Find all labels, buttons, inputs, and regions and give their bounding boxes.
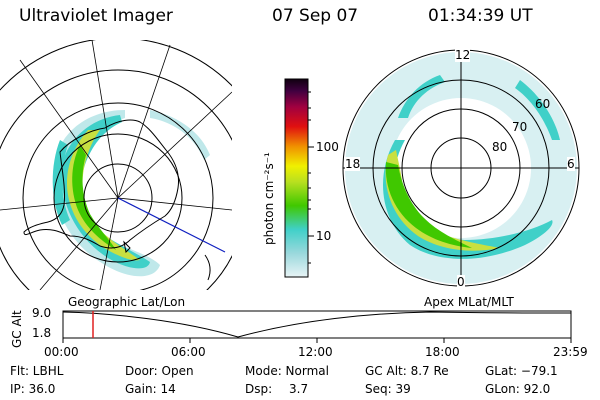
coastline [23, 119, 179, 249]
mlt-label-0: 0 [457, 275, 465, 289]
mlat-label-60: 60 [535, 97, 551, 111]
timeline-xtick-2359: 23:59 [553, 345, 588, 359]
altitude-curve [62, 311, 572, 338]
mlt-label-12: 12 [455, 48, 471, 62]
aurora-oval-left [52, 110, 210, 277]
door-info: Door: Open [125, 364, 194, 378]
gain-info: Gain: 14 [125, 382, 176, 396]
mlt-label-6: 6 [567, 157, 575, 171]
mlt-lines [343, 50, 579, 286]
latitude-circles [0, 40, 232, 290]
timeline-xtick-0000: 00:00 [44, 345, 79, 359]
colorbar-tick-100: 100 [316, 140, 339, 154]
timeline-axis-label: GC Alt [10, 310, 24, 348]
right-map-caption: Apex MLat/MLT [424, 295, 514, 309]
timeline-xtick-0600: 06:00 [171, 345, 206, 359]
colorbar-ticks [308, 91, 314, 264]
timeline-ytick-1-8: 1.8 [32, 326, 52, 340]
timeline-ticks [62, 338, 572, 343]
time-label: 01:34:39 UT [428, 6, 533, 26]
colorbar-tick-10: 10 [316, 229, 332, 243]
glon-info: GLon: 92.0 [485, 382, 551, 396]
ip-info: IP: 36.0 [10, 382, 56, 396]
seq-info: Seq: 39 [365, 382, 411, 396]
timeline-xtick-1800: 18:00 [425, 345, 460, 359]
filter-info: Flt: LBHL [10, 364, 64, 378]
timeline-ytick-9: 9.0 [32, 306, 52, 320]
mode-info: Mode: Normal [245, 364, 329, 378]
left-map-caption: Geographic Lat/Lon [68, 295, 186, 309]
gc-alt-info: GC Alt: 8.7 Re [365, 364, 449, 378]
dsp-value: 3.7 [289, 382, 309, 396]
longitude-lines [0, 40, 232, 290]
glat-info: GLat: −79.1 [485, 364, 558, 378]
colorbar [284, 78, 309, 278]
dsp-label: Dsp: [245, 382, 273, 396]
noon-meridian [117, 197, 226, 253]
timeline-xtick-1200: 12:00 [298, 345, 333, 359]
instrument-title: Ultraviolet Imager [19, 6, 173, 26]
mlat-label-70: 70 [512, 120, 528, 134]
date-label: 07 Sep 07 [272, 6, 359, 26]
colorbar-unit-label: photon cm⁻²s⁻¹ [262, 152, 276, 245]
mlat-label-80: 80 [492, 140, 508, 154]
mlt-label-18: 18 [345, 157, 361, 171]
altitude-timeline-plot [62, 310, 572, 339]
